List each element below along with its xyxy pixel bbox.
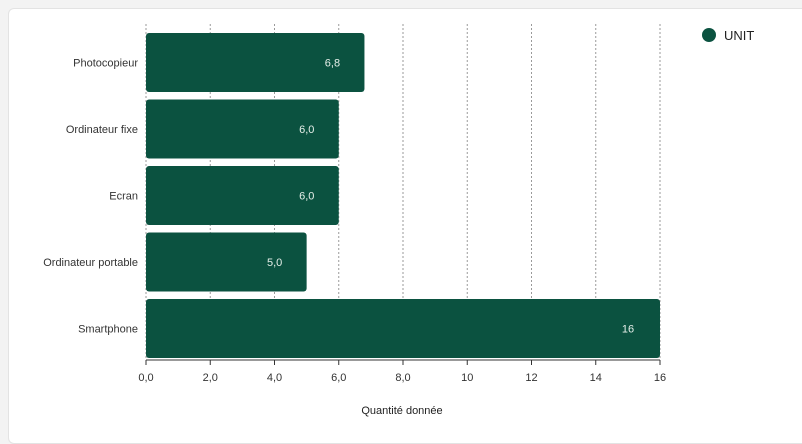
bar	[146, 33, 365, 92]
category-label: Ordinateur fixe	[66, 124, 138, 136]
x-tick-label: 16	[654, 372, 666, 384]
bars: 6,8 6,0 6,0 5,0 16	[146, 33, 660, 358]
legend: UNIT	[702, 28, 754, 43]
bar	[146, 232, 307, 292]
category-label: Ordinateur portable	[43, 257, 138, 269]
legend-label: UNIT	[724, 28, 754, 43]
category-label: Smartphone	[78, 324, 138, 336]
category-label: Ecran	[109, 191, 138, 203]
legend-swatch	[702, 28, 716, 42]
x-axis-ticks: 0,0 2,0 4,0 6,0 8,0 10 12 14 16	[138, 360, 666, 384]
x-tick-label: 2,0	[203, 372, 218, 384]
chart-card	[8, 8, 802, 444]
x-tick-label: 6,0	[331, 372, 346, 384]
category-label: Photocopieur	[73, 58, 138, 70]
x-tick-label: 4,0	[267, 372, 282, 384]
bar-value-label: 6,0	[299, 124, 314, 136]
x-tick-label: 14	[590, 372, 602, 384]
bar-value-label: 6,0	[299, 191, 314, 203]
x-tick-label: 10	[461, 372, 473, 384]
x-tick-label: 12	[525, 372, 537, 384]
bar-value-label: 16	[622, 324, 634, 336]
bar	[146, 299, 660, 358]
x-axis-label: Quantité donnée	[361, 405, 442, 417]
x-tick-label: 0,0	[138, 372, 153, 384]
bar-value-label: 6,8	[325, 58, 340, 70]
bar	[146, 166, 339, 225]
bar	[146, 99, 339, 159]
x-tick-label: 8,0	[395, 372, 410, 384]
bar-value-label: 5,0	[267, 257, 282, 269]
category-labels: Photocopieur Ordinateur fixe Ecran Ordinate…	[43, 58, 138, 336]
